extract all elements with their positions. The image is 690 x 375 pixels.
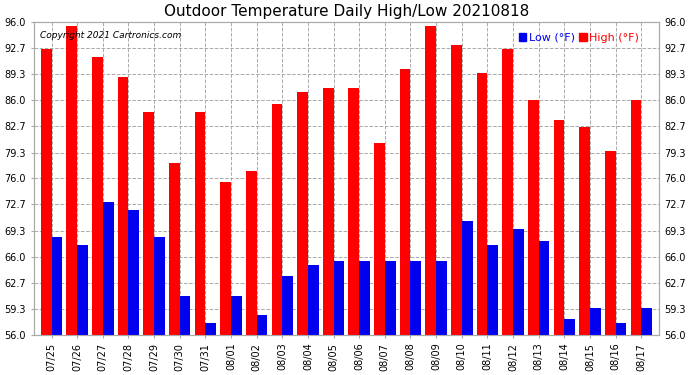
Bar (631, 100, 641, 335)
Bar (206, 323, 216, 335)
Bar (359, 261, 370, 335)
Bar (374, 143, 385, 335)
Bar (66, 26, 77, 335)
Bar (539, 241, 549, 335)
Bar (477, 73, 487, 335)
Legend: Low (°F), High (°F): Low (°F), High (°F) (516, 30, 641, 45)
Bar (179, 296, 190, 335)
Bar (348, 88, 359, 335)
Bar (615, 323, 627, 335)
Bar (385, 261, 395, 335)
Bar (103, 202, 114, 335)
Bar (41, 49, 52, 335)
Title: Outdoor Temperature Daily High/Low 20210818: Outdoor Temperature Daily High/Low 20210… (164, 4, 529, 19)
Bar (154, 237, 165, 335)
Text: Copyright 2021 Cartronics.com: Copyright 2021 Cartronics.com (40, 31, 181, 40)
Bar (92, 57, 103, 335)
Bar (118, 76, 128, 335)
Bar (528, 100, 539, 335)
Bar (436, 261, 447, 335)
Bar (308, 265, 319, 335)
Bar (400, 69, 411, 335)
Bar (553, 120, 564, 335)
Bar (513, 230, 524, 335)
Bar (52, 237, 62, 335)
Bar (451, 45, 462, 335)
Bar (144, 112, 154, 335)
Bar (579, 128, 590, 335)
Bar (169, 163, 179, 335)
Bar (487, 245, 498, 335)
Bar (502, 49, 513, 335)
Bar (641, 308, 652, 335)
Bar (77, 245, 88, 335)
Bar (323, 88, 333, 335)
Bar (246, 171, 257, 335)
Bar (333, 261, 344, 335)
Bar (282, 276, 293, 335)
Bar (297, 92, 308, 335)
Bar (564, 320, 575, 335)
Bar (271, 104, 282, 335)
Bar (605, 151, 615, 335)
Bar (411, 261, 422, 335)
Bar (257, 315, 268, 335)
Bar (195, 112, 206, 335)
Bar (590, 308, 601, 335)
Bar (462, 222, 473, 335)
Bar (220, 182, 231, 335)
Bar (231, 296, 241, 335)
Bar (425, 26, 436, 335)
Bar (128, 210, 139, 335)
